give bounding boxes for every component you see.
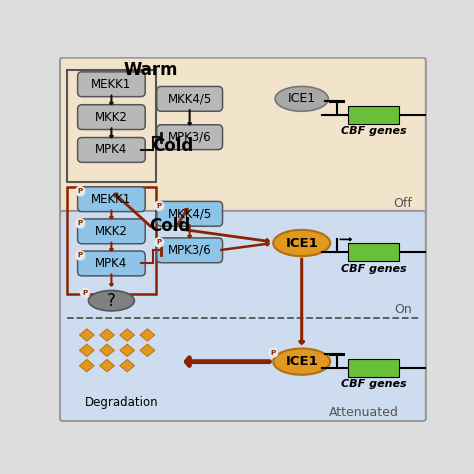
Ellipse shape [275, 86, 328, 111]
Text: P: P [156, 239, 162, 245]
FancyBboxPatch shape [78, 251, 145, 276]
Text: MEKK1: MEKK1 [91, 78, 132, 91]
Text: Cold: Cold [153, 137, 194, 155]
Text: CBF genes: CBF genes [340, 264, 406, 273]
Text: ?: ? [107, 292, 116, 310]
FancyBboxPatch shape [157, 201, 222, 226]
Polygon shape [100, 359, 114, 372]
Text: MPK4: MPK4 [95, 257, 128, 270]
FancyBboxPatch shape [78, 187, 145, 211]
Text: P: P [271, 349, 275, 356]
Polygon shape [140, 344, 155, 356]
Circle shape [268, 348, 278, 357]
Circle shape [80, 288, 90, 297]
Text: Warm: Warm [124, 61, 178, 79]
Bar [347, 243, 399, 261]
Circle shape [75, 219, 85, 228]
Polygon shape [120, 329, 135, 341]
Polygon shape [100, 344, 114, 356]
Ellipse shape [273, 230, 330, 256]
Text: P: P [156, 203, 162, 209]
FancyBboxPatch shape [78, 137, 145, 163]
Text: ICE1: ICE1 [285, 237, 318, 249]
FancyBboxPatch shape [157, 125, 222, 150]
Polygon shape [80, 359, 94, 372]
Circle shape [155, 237, 164, 247]
Bar [347, 106, 399, 124]
Text: P: P [78, 253, 83, 258]
Text: Off: Off [393, 197, 412, 210]
Circle shape [75, 186, 85, 196]
Polygon shape [120, 359, 135, 372]
Text: MPK4: MPK4 [95, 144, 128, 156]
Text: CBF genes: CBF genes [340, 126, 406, 136]
FancyBboxPatch shape [78, 219, 145, 244]
FancyBboxPatch shape [60, 58, 426, 217]
Text: Cold: Cold [149, 217, 190, 235]
Polygon shape [100, 329, 114, 341]
Polygon shape [120, 344, 135, 356]
Text: P: P [78, 188, 83, 194]
Text: MKK4/5: MKK4/5 [167, 92, 212, 105]
Polygon shape [80, 344, 94, 356]
Ellipse shape [273, 348, 330, 375]
Text: Degradation: Degradation [85, 396, 158, 410]
Text: ICE1: ICE1 [285, 355, 318, 368]
Circle shape [155, 201, 164, 210]
FancyBboxPatch shape [157, 238, 222, 263]
FancyBboxPatch shape [60, 211, 426, 421]
FancyBboxPatch shape [157, 86, 222, 111]
Text: Attenuated: Attenuated [329, 406, 399, 419]
Bar [347, 359, 399, 377]
FancyBboxPatch shape [78, 72, 145, 97]
Circle shape [75, 251, 85, 260]
Text: MPK3/6: MPK3/6 [168, 131, 211, 144]
Text: MKK2: MKK2 [95, 225, 128, 238]
Text: CBF genes: CBF genes [340, 379, 406, 389]
Text: P: P [78, 220, 83, 226]
Text: P: P [82, 290, 88, 296]
Polygon shape [80, 329, 94, 341]
Text: MEKK1: MEKK1 [91, 193, 132, 206]
Text: MPK3/6: MPK3/6 [168, 244, 211, 257]
Polygon shape [140, 329, 155, 341]
FancyBboxPatch shape [78, 105, 145, 129]
Ellipse shape [89, 291, 134, 311]
Text: ICE1: ICE1 [288, 92, 316, 105]
Text: MKK2: MKK2 [95, 110, 128, 124]
Text: On: On [394, 303, 411, 316]
Text: MKK4/5: MKK4/5 [167, 207, 212, 220]
